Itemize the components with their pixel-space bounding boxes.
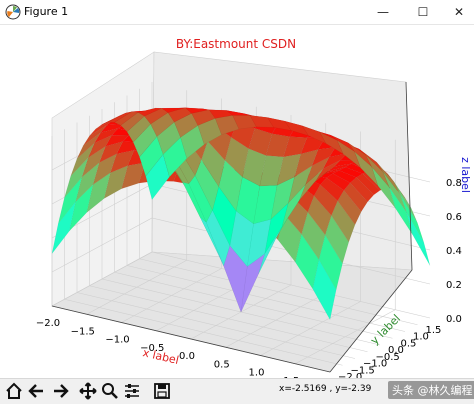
- matplotlib-app-icon: [5, 4, 21, 20]
- home-icon[interactable]: [4, 381, 24, 401]
- y-tick-label: −0.5: [376, 352, 400, 363]
- z-axis-line: [405, 81, 413, 271]
- z-tick-labels: 0.0 0.2 0.4 0.6 0.8: [446, 178, 462, 325]
- x-tick-label: −1.5: [71, 326, 95, 337]
- surface-plot: [51, 107, 431, 321]
- configure-subplots-icon[interactable]: [122, 381, 142, 401]
- forward-icon[interactable]: [50, 381, 70, 401]
- y-tick-label: 0.0: [388, 345, 404, 356]
- close-button[interactable]: ✕: [453, 5, 465, 19]
- z-tick-label: 0.0: [446, 314, 462, 325]
- pan-icon[interactable]: [78, 381, 98, 401]
- x-axis-label: x label: [141, 346, 180, 367]
- window-titlebar: Figure 1 — ☐ ✕: [0, 0, 474, 25]
- y-tick-label: 1.0: [413, 332, 429, 343]
- surface-facet: [249, 115, 274, 128]
- surface-facet: [214, 115, 240, 136]
- y-tick-labels: −2.0−1.5−1.0−0.50.00.51.01.5: [338, 325, 442, 383]
- maximize-button[interactable]: ☐: [417, 5, 429, 19]
- x-tick-label: −0.5: [140, 343, 164, 354]
- y-tick-label: −2.0: [338, 372, 362, 378]
- y-tick-label: −1.5: [351, 365, 375, 376]
- z-tick-label: 0.6: [446, 212, 462, 223]
- x-tick-label: −2.0: [36, 318, 60, 329]
- z-tick-label: 0.2: [446, 280, 462, 291]
- 3d-plot: −2.0−1.5−1.0−0.50.00.51.01.5 −2.0−1.5−1.…: [36, 37, 472, 387]
- cursor-coordinates: x=-2.5169 , y=-2.39: [279, 384, 372, 394]
- surface-facet: [180, 125, 205, 159]
- surface-facet: [197, 118, 222, 145]
- save-icon[interactable]: [152, 381, 172, 401]
- x-tick-label: 0.0: [179, 351, 195, 362]
- y-tick-label: 0.5: [401, 338, 417, 349]
- window-title: Figure 1: [24, 5, 69, 18]
- y-axis-line: [329, 269, 413, 373]
- plot-title: BY:Eastmount CSDN: [176, 37, 296, 51]
- figure-canvas[interactable]: −2.0−1.5−1.0−0.50.00.51.01.5 −2.0−1.5−1.…: [0, 25, 474, 387]
- x-tick-label: 0.5: [214, 359, 230, 370]
- z-tick-label: 0.4: [446, 246, 462, 257]
- y-tick-label: −1.0: [363, 359, 387, 370]
- minimize-button[interactable]: —: [377, 5, 389, 19]
- surface-facet: [232, 115, 257, 130]
- zoom-icon[interactable]: [100, 381, 120, 401]
- z-tick-label: 0.8: [446, 178, 462, 189]
- z-axis-label: z label: [459, 157, 472, 193]
- x-axis-line: [51, 305, 331, 373]
- y-tick-label: 1.5: [426, 325, 442, 336]
- surface-facet: [162, 137, 187, 178]
- watermark: 头条 @林久编程: [388, 381, 474, 399]
- back-icon[interactable]: [27, 381, 47, 401]
- surface-facet: [145, 153, 170, 201]
- x-tick-label: −1.0: [105, 335, 129, 346]
- x-tick-label: 1.0: [249, 368, 265, 379]
